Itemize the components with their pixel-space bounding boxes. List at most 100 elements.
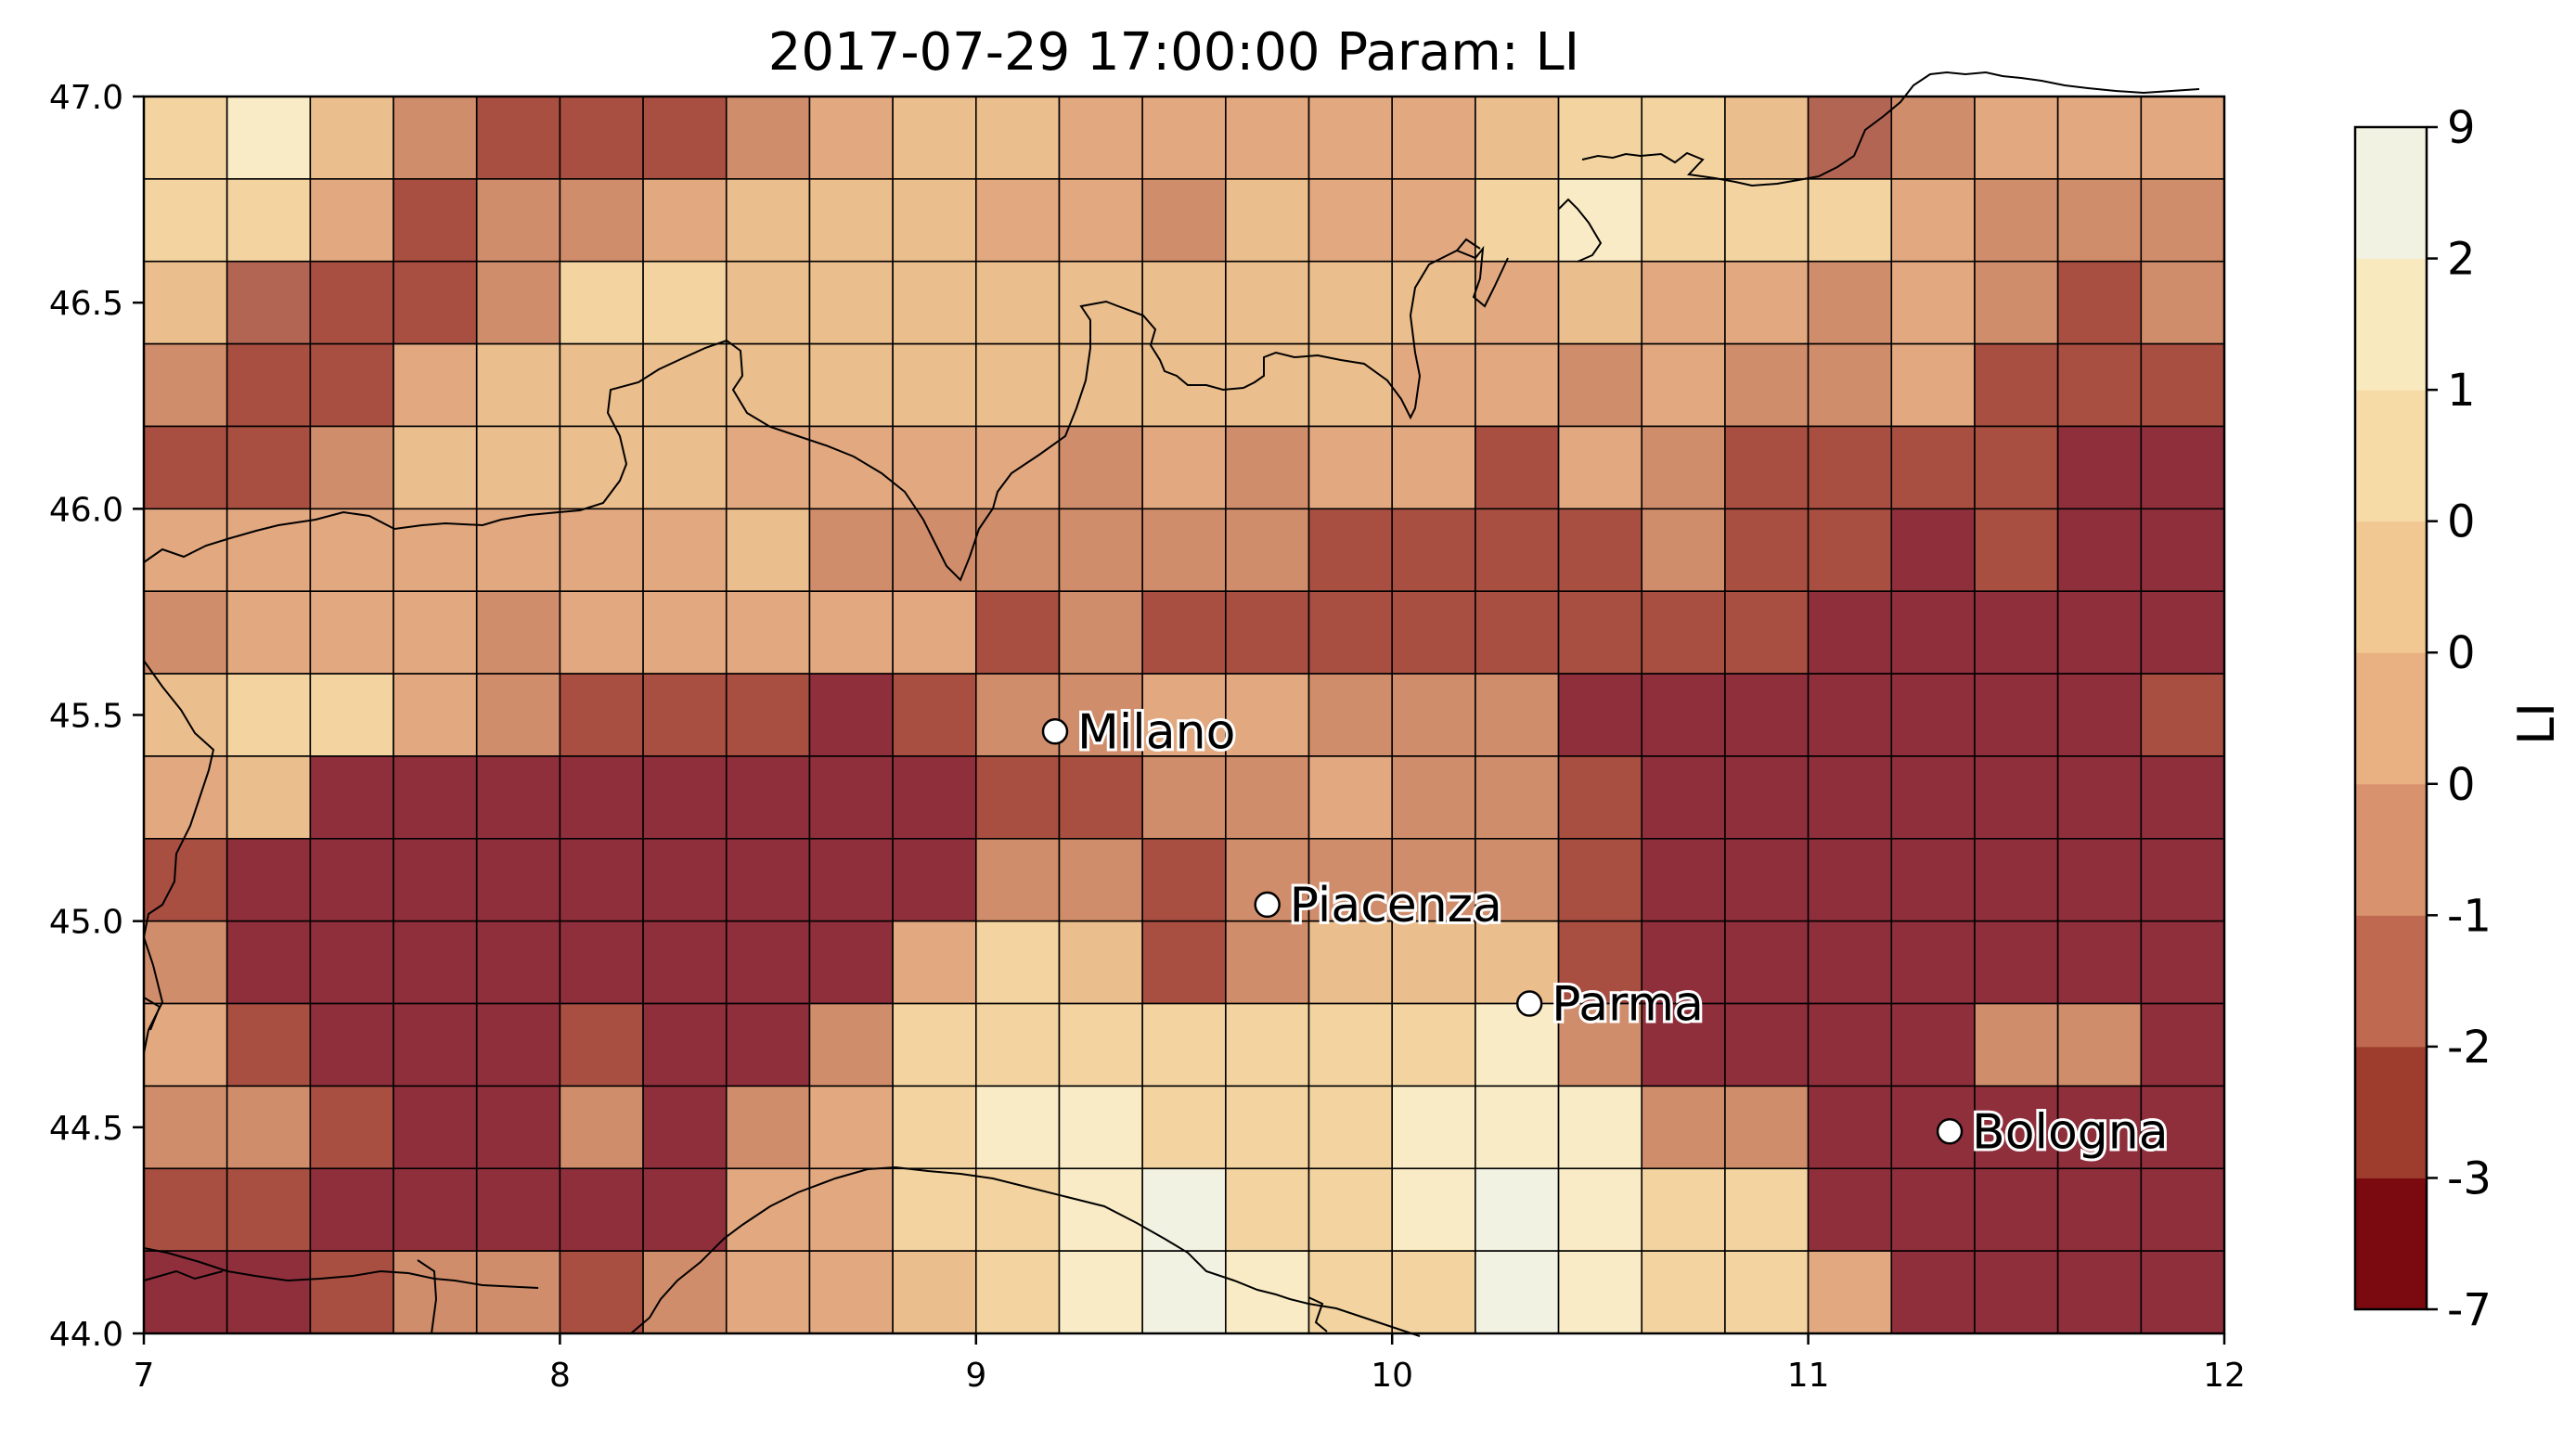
grid-cell — [1307, 1085, 1394, 1170]
grid-cell — [559, 96, 644, 180]
colorbar-tick-label: -2 — [2447, 1022, 2492, 1074]
grid-cell — [1807, 260, 1893, 345]
grid-cell — [1807, 837, 1893, 922]
grid-cell — [1391, 1250, 1476, 1334]
grid-cell — [1724, 920, 1810, 1005]
grid-cell — [475, 508, 561, 592]
grid-cell — [1475, 1085, 1560, 1170]
grid-cell — [1141, 178, 1227, 263]
grid-cell — [225, 755, 312, 840]
grid-cell — [808, 920, 894, 1005]
y-tick-label: 45.5 — [49, 698, 123, 736]
grid-cell — [309, 178, 394, 263]
grid-cell — [1475, 1167, 1560, 1252]
grid-cell — [1475, 260, 1560, 345]
grid-cell — [1641, 755, 1726, 840]
grid-cell — [1225, 260, 1310, 345]
grid-cell — [1557, 260, 1643, 345]
grid-cell — [725, 178, 811, 263]
coastline-detail — [1307, 1296, 1328, 1332]
colorbar-tick-label: 2 — [2447, 234, 2476, 286]
grid-cell — [1724, 590, 1810, 675]
grid-cell — [2140, 1002, 2225, 1088]
grid-cell — [225, 1167, 312, 1252]
grid-cell — [1391, 178, 1476, 263]
grid-cell — [1141, 1085, 1227, 1170]
grid-cell — [1890, 755, 1976, 840]
grid-cell — [393, 508, 478, 592]
grid-cell — [1974, 1085, 2059, 1170]
y-tick-label: 46.5 — [49, 285, 123, 323]
x-tick-label: 11 — [1787, 1357, 1830, 1395]
grid-cell — [2140, 1250, 2225, 1334]
grid-cell — [1307, 837, 1394, 922]
colorbar-tick-label: -1 — [2447, 890, 2492, 942]
grid-cell — [1890, 837, 1976, 922]
grid-cell — [559, 425, 644, 510]
grid-cell — [475, 96, 561, 180]
grid-cell — [143, 1250, 228, 1334]
city-label: Piacenza — [1290, 878, 1502, 933]
grid-cell — [393, 673, 478, 757]
grid-cell — [725, 1167, 811, 1252]
grid-cell — [1807, 1002, 1893, 1088]
colorbar-tick-label: 9 — [2447, 102, 2476, 154]
grid-cell — [309, 342, 394, 428]
grid-cell — [642, 1167, 728, 1252]
grid-cell — [475, 1167, 561, 1252]
grid-cell — [1641, 590, 1726, 675]
grid-cell — [1141, 755, 1227, 840]
grid-cell — [1890, 673, 1976, 757]
grid-cell — [1807, 1085, 1893, 1170]
grid-cell — [1058, 920, 1143, 1005]
map-title: 2017-07-29 17:00:00 Param: LI — [768, 22, 1579, 83]
grid-cell — [975, 96, 1061, 180]
grid-cell — [559, 1250, 644, 1334]
grid-cell — [1641, 342, 1726, 428]
grid-cell — [1475, 920, 1560, 1005]
grid-cell — [975, 673, 1061, 757]
grid-cell — [1225, 508, 1310, 592]
grid-cell — [892, 673, 977, 757]
grid-cell — [1974, 1002, 2059, 1088]
grid-cell — [725, 755, 811, 840]
grid-cell — [1141, 837, 1227, 922]
grid-cell — [1724, 1002, 1810, 1088]
grid-cell — [1807, 508, 1893, 592]
grid-cell — [309, 96, 394, 180]
grid-cell — [393, 342, 478, 428]
grid-cell — [892, 590, 977, 675]
grid-cell — [2140, 260, 2225, 345]
grid-cell — [642, 590, 728, 675]
grid-cell — [2056, 920, 2143, 1005]
border-french-italian — [142, 660, 215, 1054]
grid-cell — [1307, 178, 1394, 263]
grid-cell — [143, 260, 228, 345]
grid-cell — [1974, 1250, 2059, 1334]
grid-cell — [2056, 1250, 2143, 1334]
grid-cell — [1307, 1167, 1394, 1252]
grid-cell — [725, 920, 811, 1005]
grid-cell — [808, 590, 894, 675]
grid-cell — [1807, 178, 1893, 263]
grid-cell — [393, 837, 478, 922]
grid-cell — [1141, 590, 1227, 675]
grid-cell — [225, 673, 312, 757]
grid-cell — [1307, 260, 1394, 345]
grid-cell — [309, 1250, 394, 1334]
grid-cell — [975, 1250, 1061, 1334]
colorbar-segment — [2355, 127, 2427, 260]
colorbar-segment — [2355, 1046, 2427, 1178]
grid-cell — [559, 178, 644, 263]
grid-cell — [1141, 1002, 1227, 1088]
grid-cell — [1058, 96, 1143, 180]
grid-cell — [975, 837, 1061, 922]
grid-cell — [808, 1167, 894, 1252]
grid-cell — [1807, 1167, 1893, 1252]
grid-cell — [1974, 837, 2059, 922]
grid-cell — [309, 837, 394, 922]
grid-cell — [225, 96, 312, 180]
grid-cell — [808, 755, 894, 840]
grid-cell — [309, 590, 394, 675]
